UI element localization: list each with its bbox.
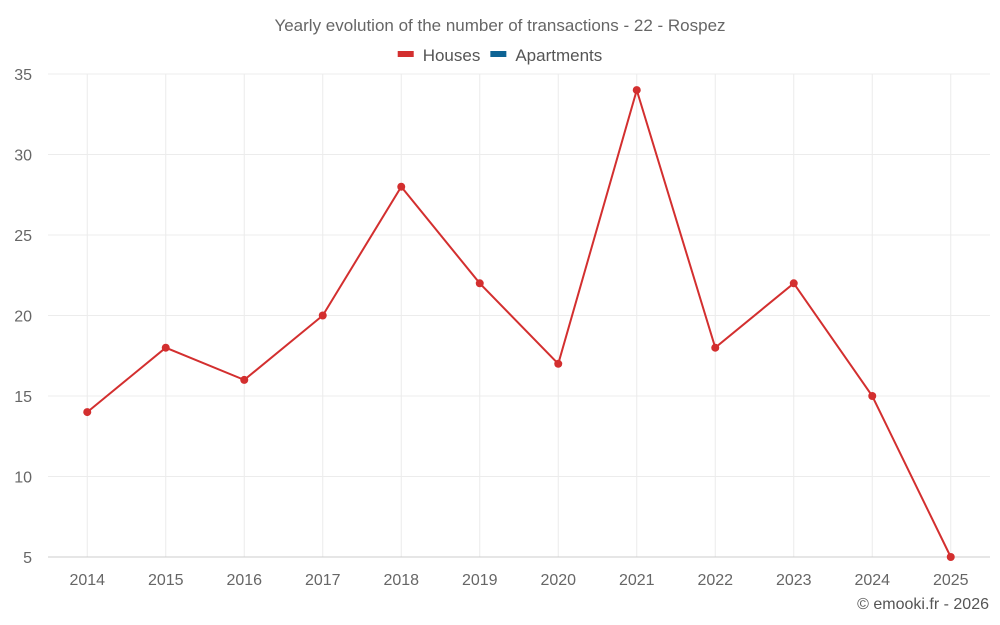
data-point: [83, 408, 92, 417]
y-tick-label: 30: [14, 148, 32, 165]
series-line-houses: [86, 86, 952, 558]
x-tick-label: 2023: [776, 572, 812, 589]
data-point: [868, 392, 877, 400]
y-tick-label: 25: [14, 228, 32, 245]
y-tick-label: 35: [14, 67, 32, 84]
data-point: [397, 182, 406, 191]
legend: Houses Apartments: [397, 46, 602, 65]
x-tick-label: 2024: [854, 572, 890, 589]
data-point: [240, 375, 249, 384]
grid: [48, 73, 990, 558]
legend-label: Houses: [423, 46, 481, 65]
x-tick-label: 2025: [933, 572, 969, 589]
y-tick-label: 10: [14, 470, 32, 487]
legend-label: Apartments: [515, 46, 602, 65]
x-tick-label: 2021: [619, 572, 655, 589]
y-axis: 5 10 15 20 25 30 35: [14, 67, 32, 567]
y-tick-label: 5: [23, 550, 32, 567]
data-point: [475, 279, 484, 288]
x-tick-label: 2017: [305, 572, 341, 589]
data-point: [161, 343, 170, 352]
x-axis: 2014 2015 2016 2017 2018 2019 2020 2021 2022 2023…: [48, 556, 990, 589]
y-tick-label: 15: [14, 389, 32, 406]
data-point: [554, 359, 563, 368]
x-tick-label: 2018: [383, 572, 419, 589]
y-tick-label: 20: [14, 309, 32, 326]
chart-title: Yearly evolution of the number of transa…: [274, 16, 725, 35]
legend-swatch: [490, 51, 507, 57]
x-tick-label: 2020: [540, 572, 576, 589]
credit-text: © emooki.fr - 2026: [857, 596, 989, 613]
x-tick-label: 2015: [148, 572, 184, 589]
x-tick-label: 2016: [226, 572, 262, 589]
x-tick-label: 2019: [462, 572, 498, 589]
x-tick-label: 2022: [697, 572, 733, 589]
legend-item-houses[interactable]: Houses: [397, 46, 481, 65]
data-point: [711, 343, 720, 352]
series-layer: [83, 86, 955, 561]
legend-item-apartments[interactable]: Apartments: [490, 46, 602, 65]
data-point: [318, 311, 327, 320]
data-point: [789, 279, 798, 288]
legend-swatch: [397, 51, 414, 57]
x-tick-label: 2014: [69, 572, 105, 589]
data-point: [946, 553, 955, 561]
data-point: [632, 86, 641, 95]
